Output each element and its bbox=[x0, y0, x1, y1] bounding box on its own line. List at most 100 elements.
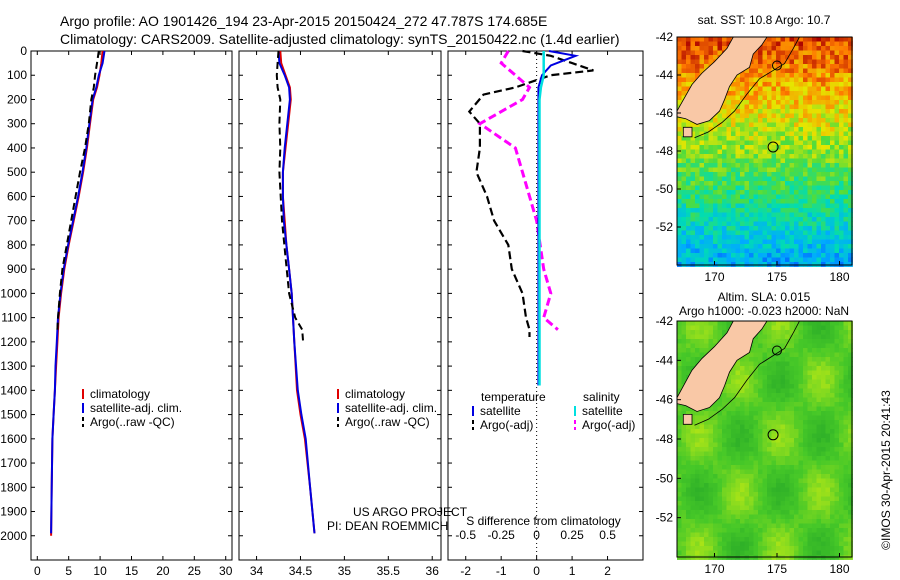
map-cell bbox=[708, 46, 714, 51]
map-cell bbox=[839, 537, 844, 542]
map-cell bbox=[848, 501, 853, 506]
map-cell bbox=[816, 248, 822, 254]
map-cell bbox=[704, 127, 709, 132]
map-cell bbox=[780, 393, 786, 398]
map-cell bbox=[843, 95, 849, 101]
map-cell bbox=[690, 176, 696, 182]
map-cell bbox=[690, 492, 696, 497]
map-cell bbox=[843, 199, 849, 204]
map-cell bbox=[686, 325, 691, 331]
map-cell bbox=[848, 379, 853, 385]
map-cell bbox=[717, 334, 723, 340]
map-cell bbox=[699, 127, 705, 132]
map-cell bbox=[785, 41, 790, 47]
map-cell bbox=[789, 104, 795, 110]
map-cell bbox=[749, 537, 754, 542]
map-cell bbox=[726, 546, 732, 551]
map-cell bbox=[830, 550, 835, 556]
map-cell bbox=[825, 77, 831, 83]
map-cell bbox=[789, 167, 795, 173]
map-cell bbox=[677, 140, 682, 146]
map-cell bbox=[803, 541, 808, 547]
map-cell bbox=[798, 37, 804, 42]
map-cell bbox=[848, 334, 853, 340]
map-cell bbox=[708, 55, 714, 60]
map-cell bbox=[708, 514, 714, 520]
map-cell bbox=[807, 131, 813, 137]
map-cell bbox=[825, 64, 831, 69]
map-cell bbox=[735, 433, 741, 439]
map-cell bbox=[708, 330, 714, 335]
map-cell bbox=[767, 248, 772, 254]
map-cell bbox=[834, 541, 840, 547]
map-cell bbox=[726, 185, 732, 191]
map-cell bbox=[780, 181, 786, 186]
map-cell bbox=[839, 379, 844, 385]
map-cell bbox=[780, 357, 786, 362]
map-cell bbox=[843, 212, 849, 218]
map-cell bbox=[744, 478, 750, 484]
map-cell bbox=[776, 447, 781, 452]
map-cell bbox=[816, 109, 822, 114]
map-cell bbox=[717, 145, 723, 150]
map-cell bbox=[798, 433, 804, 439]
map-cell bbox=[780, 226, 786, 231]
map-cell bbox=[830, 50, 835, 56]
map-cell bbox=[771, 325, 777, 331]
map-cell bbox=[843, 203, 849, 209]
map-cell bbox=[780, 239, 786, 245]
map-cell bbox=[708, 487, 714, 493]
map-cell bbox=[798, 334, 804, 340]
map-cell bbox=[812, 239, 817, 245]
map-cell bbox=[744, 230, 750, 236]
map-cell bbox=[843, 330, 849, 335]
map-cell bbox=[681, 496, 687, 502]
map-cell bbox=[713, 330, 718, 335]
map-cell bbox=[695, 68, 700, 74]
map-cell bbox=[789, 330, 795, 335]
map-cell bbox=[708, 433, 714, 439]
map-cell bbox=[771, 532, 777, 538]
map-cell bbox=[843, 514, 849, 520]
map-cell bbox=[713, 122, 718, 128]
map-cell bbox=[690, 361, 696, 367]
map-cell bbox=[735, 510, 741, 515]
map-cell bbox=[749, 181, 754, 186]
map-cell bbox=[798, 212, 804, 218]
map-cell bbox=[681, 59, 687, 65]
map-cell bbox=[780, 248, 786, 254]
map-cell bbox=[794, 447, 799, 452]
map-cell bbox=[690, 127, 696, 132]
map-cell bbox=[690, 203, 696, 209]
map-cell bbox=[722, 235, 727, 240]
map-cell bbox=[830, 194, 835, 200]
map-cell bbox=[681, 465, 687, 470]
prev-float-marker bbox=[772, 345, 782, 356]
map-cell bbox=[816, 46, 822, 51]
map-cell bbox=[713, 235, 718, 240]
map-cell bbox=[789, 37, 795, 42]
map-cell bbox=[785, 244, 790, 249]
map-cell bbox=[785, 429, 790, 434]
map-cell bbox=[807, 221, 813, 227]
map-cell bbox=[762, 244, 768, 249]
map-cell bbox=[695, 550, 700, 556]
map-cell bbox=[821, 546, 826, 551]
map-cell bbox=[722, 140, 727, 146]
map-cell bbox=[731, 388, 736, 394]
map-cell bbox=[771, 64, 777, 69]
map-cell bbox=[834, 528, 840, 533]
map-cell bbox=[780, 64, 786, 69]
map-cell bbox=[803, 230, 808, 236]
map-cell bbox=[821, 127, 826, 132]
map-cell bbox=[816, 519, 822, 524]
map-cell bbox=[825, 487, 831, 493]
map-cell bbox=[812, 50, 817, 56]
map-cell bbox=[708, 127, 714, 132]
map-cell bbox=[767, 167, 772, 173]
map-cell bbox=[713, 248, 718, 254]
map-cell bbox=[699, 514, 705, 520]
map-cell bbox=[726, 510, 732, 515]
map-cell bbox=[821, 343, 826, 349]
map-cell bbox=[749, 492, 754, 497]
